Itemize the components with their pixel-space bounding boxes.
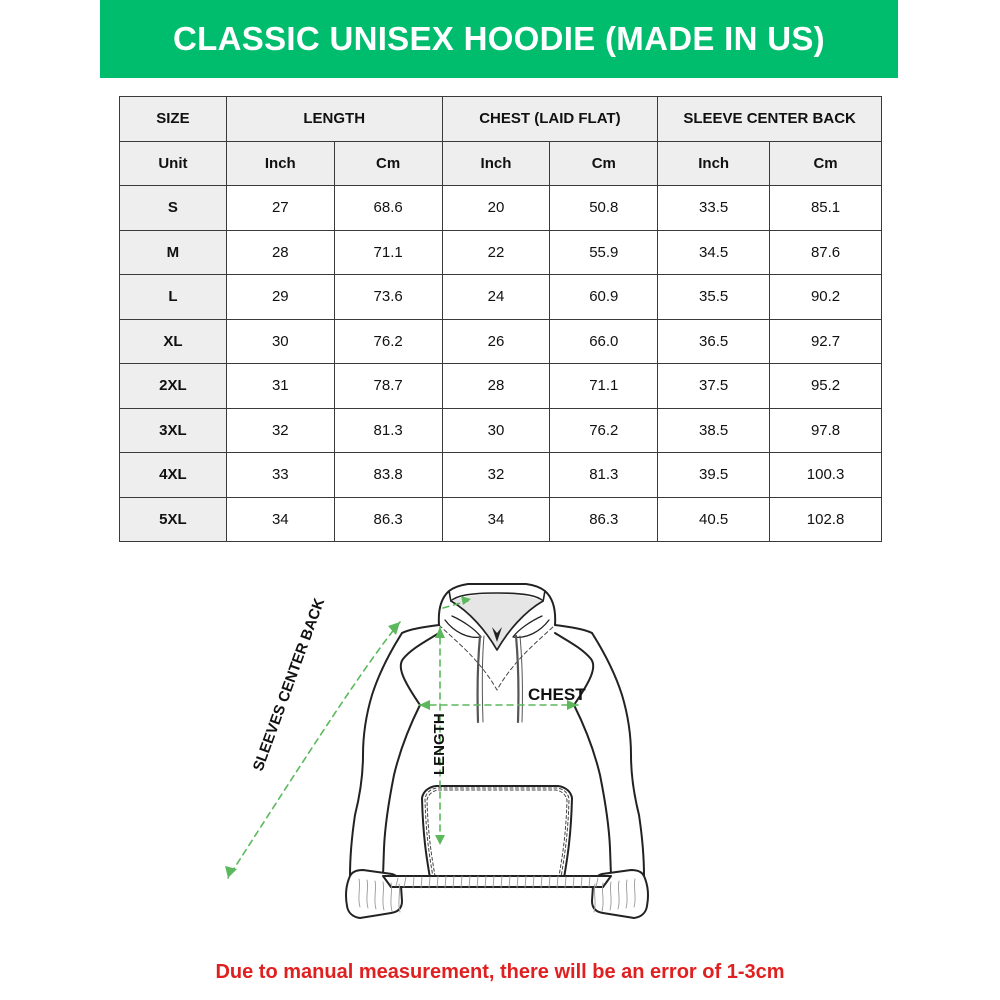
svg-text:SLEEVES CENTER BACK: SLEEVES CENTER BACK — [250, 596, 328, 773]
svg-text:CHEST: CHEST — [528, 685, 586, 704]
svg-text:LENGTH: LENGTH — [431, 713, 448, 775]
